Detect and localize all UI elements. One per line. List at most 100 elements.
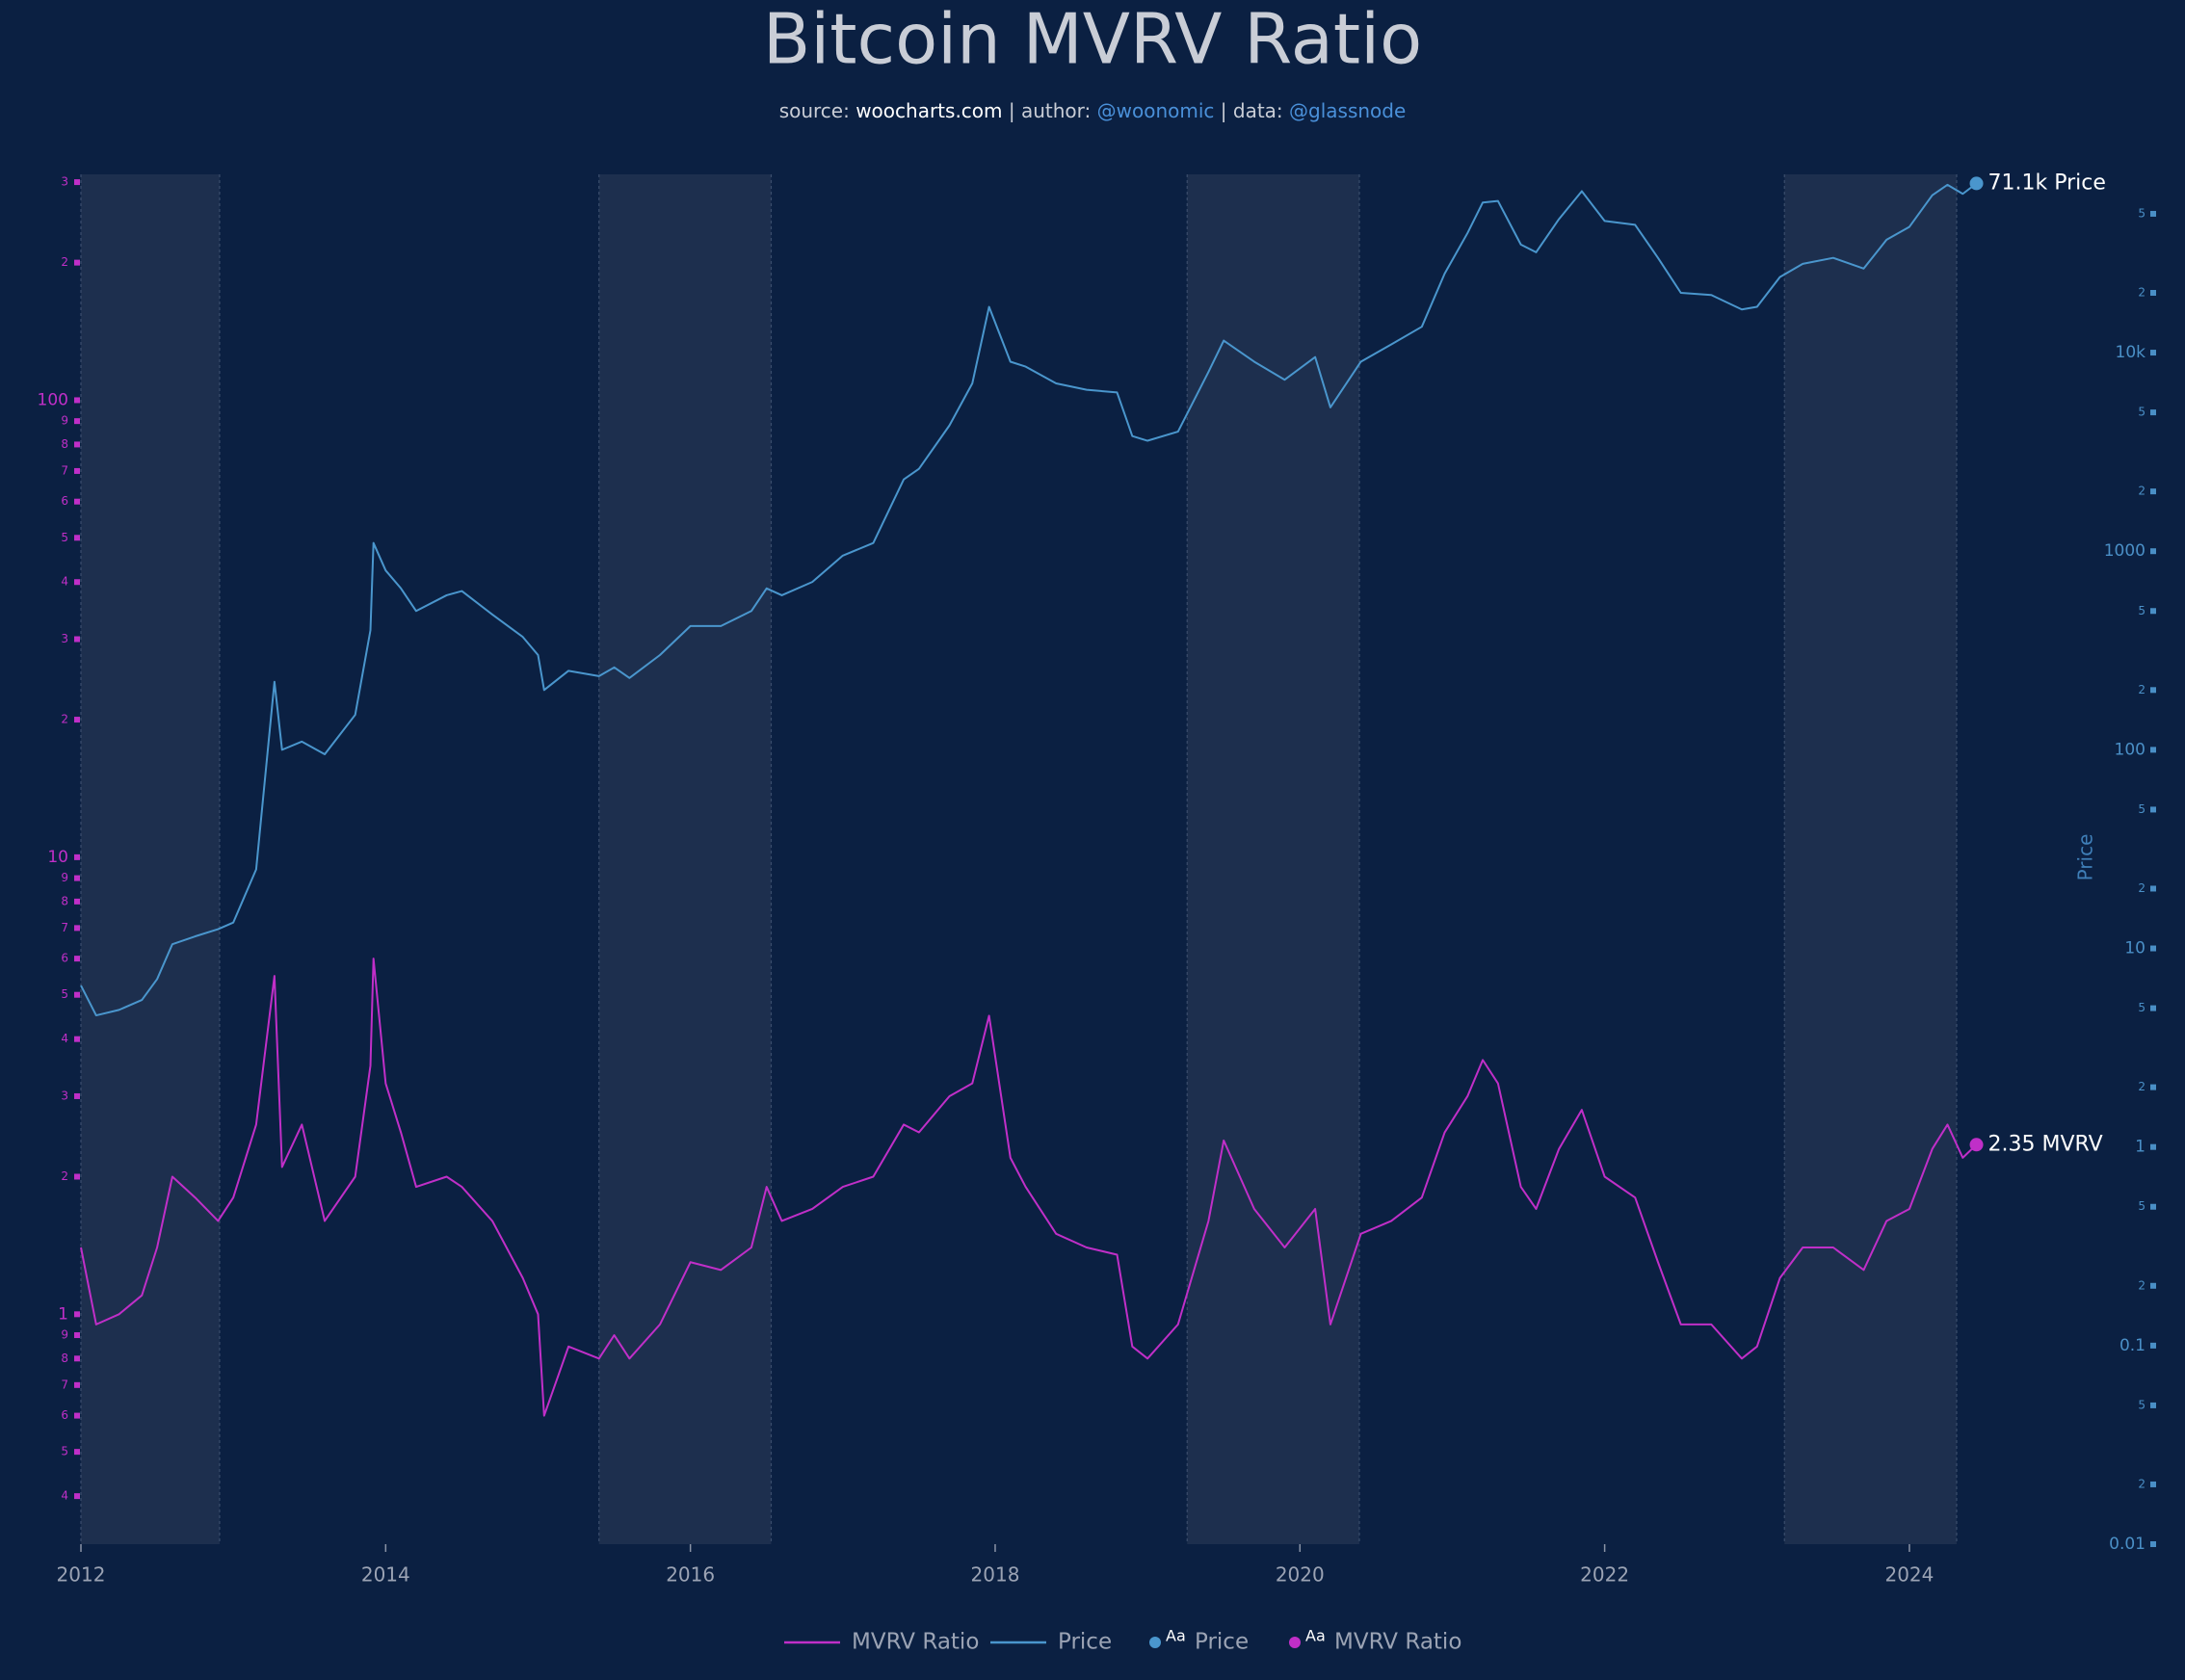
series-line <box>80 182 1978 1017</box>
subtitle-link[interactable]: @glassnode <box>1289 99 1406 122</box>
y-tick <box>2150 747 2156 753</box>
y-tick <box>2150 289 2156 296</box>
subtitle-part: woocharts.com <box>856 99 1002 122</box>
subtitle-part: source: <box>779 99 856 122</box>
y-tick-label: 5 <box>2138 802 2146 816</box>
y-tick <box>2150 1005 2156 1011</box>
y-tick <box>2150 1342 2156 1349</box>
y-tick-label: 6 <box>61 494 68 508</box>
legend-label: Price <box>1195 1630 1249 1655</box>
legend-marker: Aa <box>1166 1627 1186 1645</box>
end-marker <box>1969 176 1984 191</box>
legend-label: Price <box>1058 1630 1112 1655</box>
chart-title: Bitcoin MVRV Ratio <box>763 0 1422 80</box>
y-tick <box>74 1332 80 1339</box>
y-tick <box>74 853 80 860</box>
y-tick <box>74 259 80 266</box>
y-tick <box>2150 1481 2156 1487</box>
y-tick-label: 0.1 <box>2119 1336 2146 1355</box>
y-tick <box>74 1036 80 1042</box>
y-tick-label: 8 <box>61 894 68 907</box>
shaded-period <box>598 174 772 1544</box>
y-tick-label: 4 <box>61 1032 68 1045</box>
y-tick-label: 8 <box>61 1352 68 1365</box>
y-tick-label: 5 <box>2138 406 2146 419</box>
subtitle-link[interactable]: @woonomic <box>1097 99 1215 122</box>
legend-label: MVRV Ratio <box>852 1630 979 1655</box>
y-tick <box>74 875 80 881</box>
x-tick-label: 2020 <box>1276 1563 1325 1587</box>
y-tick <box>74 418 80 425</box>
y-tick <box>74 179 80 186</box>
y-tick <box>74 717 80 723</box>
subtitle-part: | author: <box>1003 99 1097 122</box>
y-tick <box>2150 1541 2156 1547</box>
x-tick-label: 2018 <box>971 1563 1020 1587</box>
legend-label: MVRV Ratio <box>1334 1630 1461 1655</box>
y-tick-label: 2 <box>2138 881 2146 895</box>
y-tick-label: 2 <box>2138 1477 2146 1490</box>
y-tick-label: 7 <box>61 463 68 477</box>
y-tick-label: 10 <box>47 848 68 867</box>
y-tick <box>2150 687 2156 694</box>
y-tick-label: 3 <box>61 175 68 189</box>
shaded-period <box>81 174 220 1544</box>
y-tick-label: 4 <box>61 575 68 589</box>
y-tick-label: 5 <box>2138 1199 2146 1213</box>
y-tick-label: 5 <box>61 987 68 1001</box>
y-tick-label: 9 <box>61 871 68 884</box>
y-tick-label: 1 <box>2135 1138 2146 1157</box>
y-tick-label: 2 <box>61 255 68 269</box>
y-tick <box>74 1311 80 1318</box>
x-tick-label: 2022 <box>1580 1563 1629 1587</box>
shaded-period <box>1187 174 1359 1544</box>
y-tick <box>74 1449 80 1456</box>
y-tick <box>2150 1203 2156 1210</box>
y-tick-label: 2 <box>2138 285 2146 299</box>
y-tick-label: 7 <box>61 1378 68 1391</box>
x-tick-label: 2024 <box>1884 1563 1934 1587</box>
y-tick-label: 4 <box>61 1489 68 1503</box>
y-tick-label: 5 <box>61 1445 68 1458</box>
y-tick <box>74 397 80 404</box>
shaded-period <box>1784 174 1957 1544</box>
y-tick-label: 9 <box>61 414 68 428</box>
y-tick <box>74 1092 80 1099</box>
y-tick-label: 5 <box>2138 206 2146 220</box>
y-tick-label: 9 <box>61 1328 68 1342</box>
y-tick <box>74 898 80 905</box>
y-tick-label: 3 <box>61 632 68 645</box>
y-tick <box>2150 608 2156 615</box>
y-tick <box>2150 488 2156 495</box>
y-tick-label: 7 <box>61 921 68 934</box>
y-tick <box>74 535 80 541</box>
y-tick <box>74 579 80 586</box>
y-tick <box>74 1412 80 1419</box>
y-tick-label: 0.01 <box>2109 1535 2146 1554</box>
end-label: 71.1k Price <box>1988 171 2106 195</box>
y-tick-label: 5 <box>2138 604 2146 617</box>
y-tick <box>2150 945 2156 952</box>
y-tick-label: 5 <box>2138 1001 2146 1014</box>
y-tick-label: 1000 <box>2104 541 2146 561</box>
x-tick-label: 2016 <box>666 1563 715 1587</box>
end-label: 2.35 MVRV <box>1988 1132 2103 1156</box>
chart-subtitle: source: woocharts.com | author: @woonomi… <box>779 99 1407 122</box>
y-tick <box>2150 1084 2156 1090</box>
y-tick <box>2150 210 2156 217</box>
y-tick-label: 2 <box>61 1169 68 1183</box>
shaded-periods <box>80 174 1958 1544</box>
y-tick <box>74 636 80 643</box>
y2-axis-title: Price <box>2074 834 2097 881</box>
y-tick <box>74 991 80 998</box>
y-tick-label: 1 <box>58 1304 68 1324</box>
y-tick-label: 6 <box>61 1408 68 1422</box>
y-tick-label: 2 <box>2138 1278 2146 1292</box>
legend-dot <box>1289 1637 1301 1648</box>
legend-dot <box>1149 1637 1161 1648</box>
y-tick <box>74 925 80 932</box>
y-tick <box>74 1355 80 1362</box>
y-tick-label: 5 <box>61 531 68 544</box>
